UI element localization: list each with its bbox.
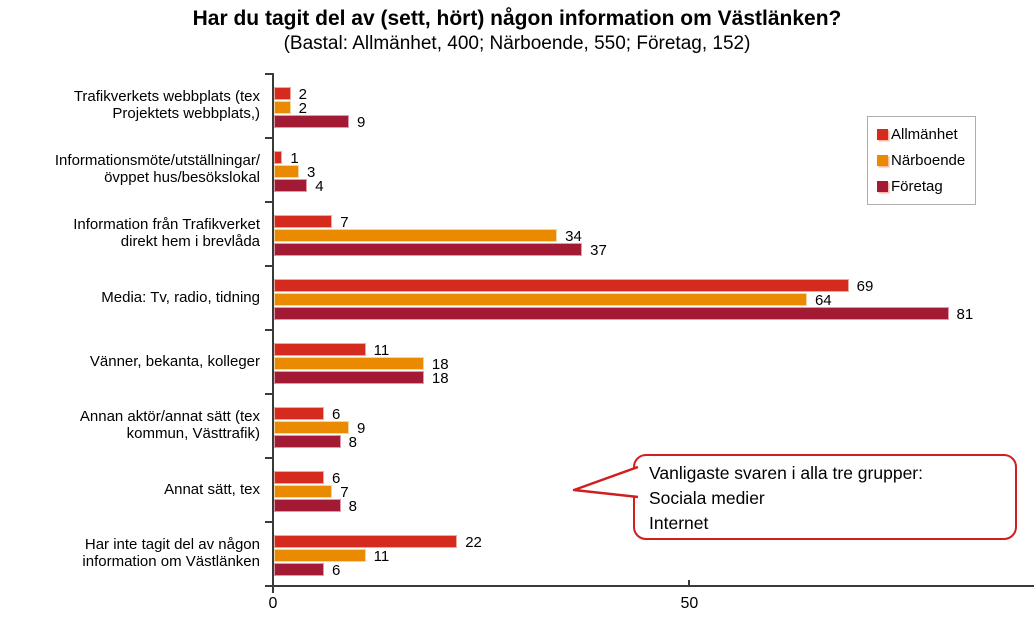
category-label: Annat sätt, tex [4,457,260,521]
value-label: 11 [373,342,390,359]
value-label: 9 [356,420,366,437]
value-label: 64 [814,292,832,309]
bar-foretag [274,115,349,128]
value-label: 34 [565,228,582,245]
category-label: Trafikverkets webbplats (tex Projektets w… [4,73,260,137]
value-label: 22 [465,534,482,551]
callout-text: Vanligaste svaren i alla tre grupper: Soc… [649,461,1003,536]
bar-allmanhet [274,343,366,356]
legend-label: Företag [891,178,943,195]
bar-narboende [274,293,807,306]
y-axis-line [272,73,274,593]
chart-title: Har du tagit del av (sett, hört) någon i… [192,7,842,30]
category-label-text: Har inte tagit del av någon information o… [82,536,260,570]
legend-item: Allmänhet [877,126,967,143]
axis-tick [265,457,273,459]
value-label: 8 [348,498,357,515]
bar-allmanhet [274,215,333,228]
value-label: 2 [298,86,307,103]
category-label-text: Information från Trafikverket direkt hem … [73,216,260,250]
bar-allmanhet [274,279,849,292]
x-tick-label: 0 [268,595,278,612]
bar-foretag [274,499,341,512]
value-label: 81 [956,306,974,323]
callout-bubble: Vanligaste svaren i alla tre grupper: Soc… [572,454,1017,540]
bar-foretag [274,371,424,384]
category-label-text: Media: Tv, radio, tidning [101,288,260,306]
legend-swatch-icon [877,129,888,140]
bar-foretag [274,435,341,448]
category-label-text: Informationsmöte/utställningar/övppet hu… [54,152,260,186]
axis-tick [265,329,273,331]
chart-subtitle: (Bastal: Allmänhet, 400; Närboende, 550;… [283,33,751,54]
value-label: 8 [348,434,357,451]
category-label: Informationsmöte/utställningar/övppet hu… [4,137,260,201]
value-label: 37 [590,242,607,259]
bar-foretag [274,179,308,192]
axis-tick [265,201,273,203]
value-label: 18 [431,356,449,373]
category-label: Media: Tv, radio, tidning [4,265,260,329]
axis-tick [265,73,273,75]
value-label: 6 [331,406,341,423]
bar-allmanhet [274,471,324,484]
category-label-text: Trafikverkets webbplats (tex Projektets w… [73,88,260,122]
callout-line: Vanligaste svaren i alla tre grupper: [649,463,923,483]
axis-tick [265,265,273,267]
axis-tick [265,393,273,395]
category-label: Annan aktör/annat sätt (tex kommun, Västt… [4,393,260,457]
category-label: Vänner, bekanta, kolleger [4,329,260,393]
value-label: 3 [306,164,316,181]
value-label: 11 [373,548,390,565]
bar-narboende [274,485,333,498]
bar-narboende [274,101,291,114]
axis-tick [265,585,273,587]
value-label: 6 [331,470,341,487]
bar-narboende [274,357,424,370]
legend-swatch-icon [877,155,888,166]
category-label-text: Annan aktör/annat sätt (tex kommun, Västt… [79,408,260,442]
bar-narboende [274,229,558,242]
category-label-text: Vänner, bekanta, kolleger [89,352,260,370]
bar-foretag [274,307,949,320]
value-label: 4 [315,178,324,195]
bar-allmanhet [274,407,324,420]
category-label-text: Annat sätt, tex [164,480,260,498]
bar-narboende [274,421,349,434]
legend-item: Närboende [877,152,967,169]
bar-allmanhet [274,535,458,548]
value-label: 1 [290,150,299,167]
value-label: 6 [331,562,341,579]
callout-line: Sociala medier [649,488,765,508]
value-label: 7 [340,484,349,501]
bar-allmanhet [274,151,283,164]
x-axis-line [272,585,1034,587]
axis-tick [272,580,274,585]
legend-label: Allmänhet [891,126,958,143]
callout-line: Internet [649,513,709,533]
value-label: 7 [340,214,349,231]
value-label: 69 [856,278,874,295]
legend-swatch-icon [877,181,888,192]
value-label: 9 [356,114,366,131]
callout-pointer [572,465,639,499]
category-label: Har inte tagit del av någon information o… [4,521,260,585]
x-tick-label: 50 [680,595,699,612]
bar-foretag [274,563,324,576]
value-label: 18 [431,370,449,387]
axis-tick [265,521,273,523]
legend-label: Närboende [891,152,966,169]
axis-tick [688,580,691,585]
category-label: Information från Trafikverket direkt hem … [4,201,260,265]
bar-narboende [274,165,299,178]
value-label: 2 [298,100,307,117]
legend: Allmänhet Närboende Företag [867,116,976,205]
axis-tick [265,137,273,139]
legend-item: Företag [877,178,967,195]
bar-allmanhet [274,87,291,100]
bar-foretag [274,243,583,256]
bar-narboende [274,549,366,562]
